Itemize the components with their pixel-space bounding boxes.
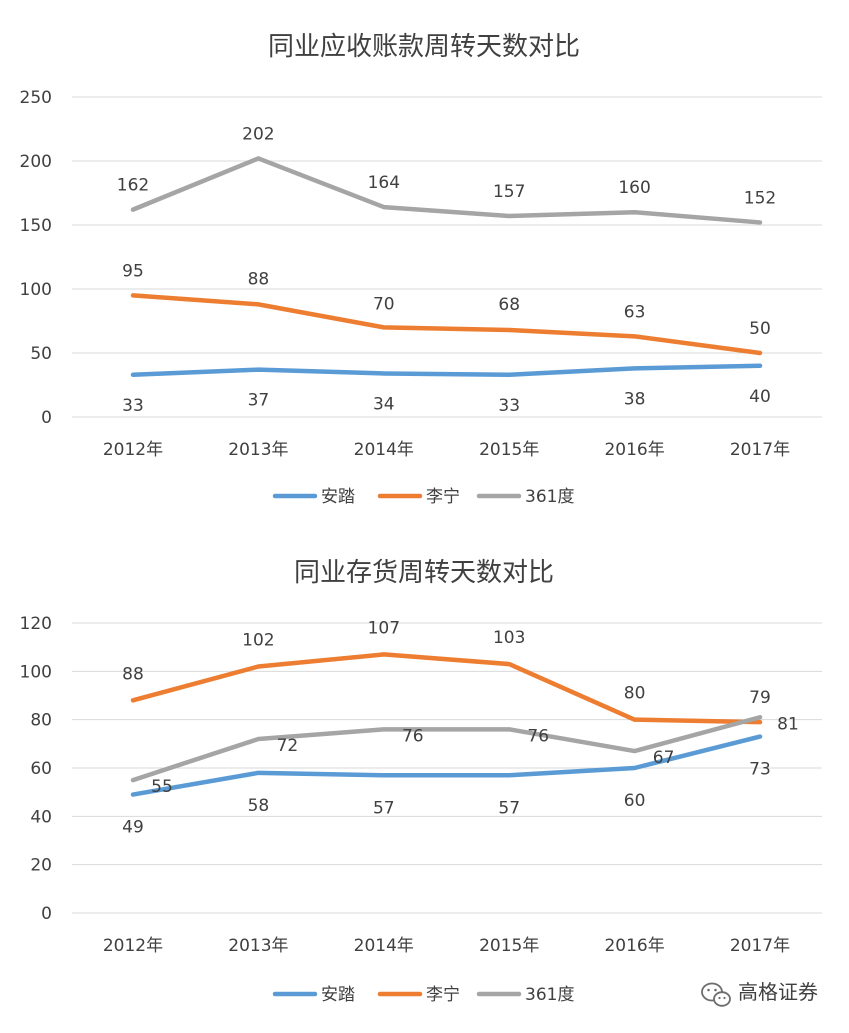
data-label: 57	[498, 798, 520, 818]
data-label: 103	[493, 628, 525, 648]
legend-label: 安踏	[321, 487, 355, 507]
data-label: 63	[624, 302, 646, 322]
x-tick-label: 2016年	[604, 936, 664, 956]
data-label: 76	[402, 726, 424, 746]
y-tick-label: 50	[30, 344, 52, 364]
data-label: 68	[498, 295, 520, 315]
data-label: 95	[122, 261, 144, 281]
x-tick-label: 2014年	[354, 440, 414, 460]
x-tick-label: 2013年	[228, 936, 288, 956]
data-label: 60	[624, 791, 646, 811]
x-tick-label: 2015年	[479, 440, 539, 460]
data-label: 70	[373, 294, 395, 314]
data-label: 202	[242, 124, 274, 144]
data-label: 162	[117, 176, 149, 196]
y-tick-label: 40	[30, 807, 52, 827]
legend-label: 李宁	[426, 487, 460, 507]
data-label: 107	[368, 618, 400, 638]
watermark-text: 高格证券	[738, 980, 818, 1004]
x-tick-label: 2017年	[730, 936, 790, 956]
x-tick-label: 2015年	[479, 936, 539, 956]
data-label: 38	[624, 389, 646, 409]
y-tick-label: 20	[30, 856, 52, 876]
y-tick-label: 0	[41, 408, 52, 428]
data-label: 152	[744, 188, 776, 208]
y-tick-label: 150	[20, 216, 52, 236]
data-label: 57	[373, 798, 395, 818]
legend-label: 安踏	[321, 985, 355, 1005]
chart-title: 同业存货周转天数对比	[294, 558, 554, 588]
data-label: 76	[527, 726, 549, 746]
legend-label: 361度	[525, 985, 574, 1005]
data-label: 55	[151, 777, 173, 797]
data-label: 50	[749, 319, 771, 339]
y-tick-label: 120	[20, 614, 52, 634]
x-tick-label: 2016年	[604, 440, 664, 460]
data-label: 164	[368, 173, 400, 193]
x-tick-label: 2012年	[103, 936, 163, 956]
y-tick-label: 100	[20, 662, 52, 682]
data-label: 79	[749, 688, 771, 708]
data-label: 80	[624, 684, 646, 704]
data-label: 40	[749, 387, 771, 407]
data-label: 33	[122, 396, 144, 416]
data-label: 58	[248, 796, 270, 816]
data-label: 81	[777, 714, 799, 734]
data-label: 160	[618, 178, 650, 198]
x-tick-label: 2017年	[730, 440, 790, 460]
x-tick-label: 2013年	[228, 440, 288, 460]
x-tick-label: 2012年	[103, 440, 163, 460]
x-tick-label: 2014年	[354, 936, 414, 956]
data-label: 37	[248, 391, 270, 411]
y-tick-label: 0	[41, 904, 52, 924]
y-tick-label: 80	[30, 711, 52, 731]
data-label: 33	[498, 396, 520, 416]
legend-label: 361度	[525, 487, 574, 507]
data-label: 157	[493, 182, 525, 202]
y-tick-label: 100	[20, 280, 52, 300]
data-label: 49	[122, 818, 144, 838]
data-label: 88	[122, 664, 144, 684]
legend-label: 李宁	[426, 985, 460, 1005]
data-label: 73	[749, 760, 771, 780]
chart-title: 同业应收账款周转天数对比	[268, 32, 580, 62]
data-label: 72	[277, 736, 299, 756]
data-label: 34	[373, 394, 395, 414]
y-tick-label: 250	[20, 88, 52, 108]
data-label: 88	[248, 269, 270, 289]
y-tick-label: 200	[20, 152, 52, 172]
data-label: 102	[242, 631, 274, 651]
data-label: 67	[653, 748, 675, 768]
y-tick-label: 60	[30, 759, 52, 779]
